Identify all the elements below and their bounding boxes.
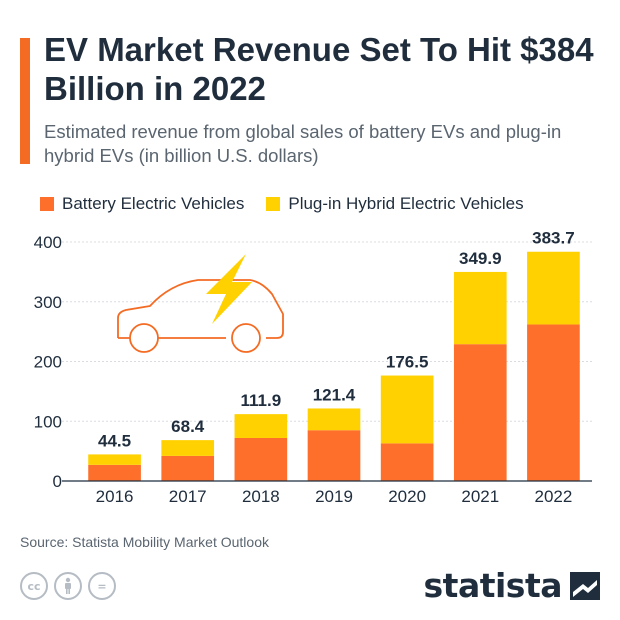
- legend-swatch-bev: [40, 197, 54, 211]
- bar-bev-2022: [527, 324, 580, 481]
- x-tick-label: 2018: [242, 487, 280, 506]
- y-tick-label: 300: [34, 293, 62, 312]
- data-label-total: 176.5: [386, 353, 429, 372]
- bar-bev-2016: [88, 464, 141, 481]
- source-note: Source: Statista Mobility Market Outlook: [20, 534, 269, 550]
- data-label-total: 349.9: [459, 249, 502, 268]
- bar-chart: 0 100 200 300 400 44.5 2016 68.4 2017 111.9 2018 12…: [34, 229, 592, 506]
- creative-commons-icon: cc: [20, 572, 48, 600]
- legend-swatch-phev: [266, 197, 281, 211]
- bar-phev-2021: [453, 271, 507, 345]
- bar-phev-2020: [380, 375, 434, 444]
- data-label-total: 121.4: [313, 385, 356, 404]
- brand-wordmark: statista: [423, 566, 563, 605]
- data-label-total: 111.9: [241, 391, 282, 410]
- bar-phev-2018: [234, 414, 288, 438]
- title-accent-bar: [20, 38, 30, 164]
- bar-phev-2016: [88, 454, 141, 465]
- bar-bev-2019: [307, 430, 361, 481]
- bar-phev-2017: [161, 440, 215, 456]
- bar-bev-2020: [380, 443, 434, 481]
- x-tick-label: 2019: [315, 487, 353, 506]
- license-icons: cc =: [20, 572, 122, 600]
- y-tick-label: 200: [34, 353, 62, 372]
- statista-logo-icon: [570, 571, 600, 600]
- x-tick-label: 2022: [535, 487, 573, 506]
- x-tick-label: 2017: [169, 487, 207, 506]
- no-derivatives-icon: =: [88, 572, 116, 600]
- y-tick-label: 0: [53, 472, 62, 491]
- legend-label-phev: Plug-in Hybrid Electric Vehicles: [288, 194, 524, 213]
- legend-item-bev: Battery Electric Vehicles: [40, 194, 244, 214]
- data-label-total: 44.5: [98, 431, 131, 450]
- y-tick-label: 400: [34, 233, 62, 252]
- chart-subtitle: Estimated revenue from global sales of b…: [44, 121, 562, 166]
- brand-logo: statista: [424, 566, 600, 605]
- data-label-total: 383.7: [532, 229, 575, 248]
- legend-item-phev: Plug-in Hybrid Electric Vehicles: [266, 194, 524, 214]
- data-label-total: 68.4: [171, 417, 205, 436]
- legend: Battery Electric Vehicles Plug-in Hybrid…: [40, 194, 546, 214]
- electric-car-icon: [117, 254, 284, 353]
- bar-phev-2022: [527, 251, 580, 325]
- chart-title: EV Market Revenue Set To Hit $384 Billio…: [44, 31, 594, 107]
- bar-bev-2021: [453, 344, 507, 481]
- bar-bev-2017: [161, 455, 215, 481]
- bar-bev-2018: [234, 437, 288, 481]
- attribution-icon: [54, 572, 82, 600]
- x-tick-label: 2016: [96, 487, 134, 506]
- bar-phev-2019: [307, 408, 361, 431]
- x-tick-label: 2020: [388, 487, 426, 506]
- y-tick-label: 100: [34, 412, 62, 431]
- x-tick-label: 2021: [461, 487, 499, 506]
- legend-label-bev: Battery Electric Vehicles: [62, 194, 245, 213]
